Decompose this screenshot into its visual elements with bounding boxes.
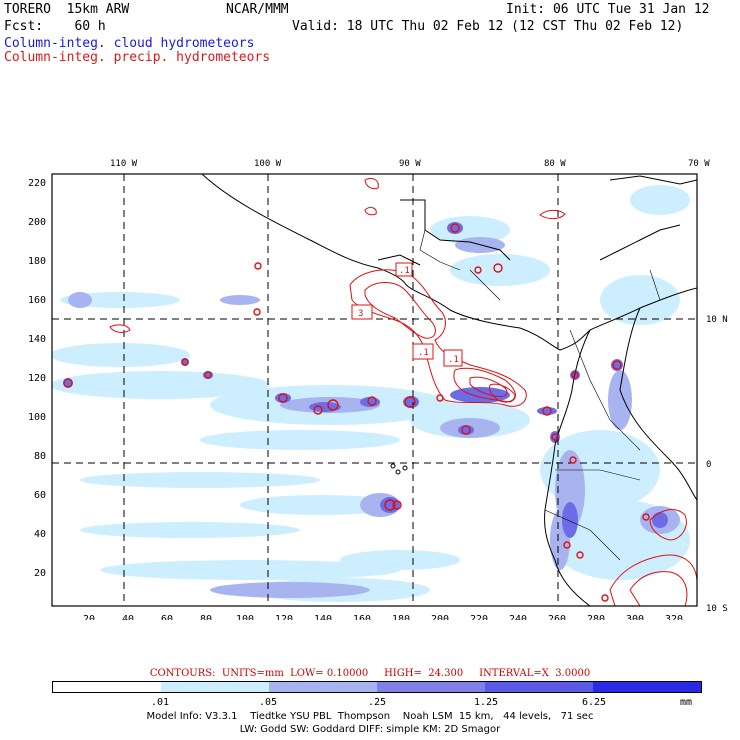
x-tick-label: 100 bbox=[236, 614, 254, 620]
map-frame bbox=[51, 173, 698, 607]
legend-swatch bbox=[377, 682, 485, 692]
legend-tick: 6.25 bbox=[582, 697, 607, 708]
lat-lon-grid bbox=[52, 174, 697, 606]
legend-tick: .25 bbox=[368, 697, 387, 708]
bottom-grid-ticks: 20 40 60 80 100 120 140 160 180 200 220 … bbox=[83, 614, 683, 620]
y-tick-label: 80 bbox=[34, 451, 46, 462]
right-lat-ticks: 10 N 0 10 S bbox=[706, 315, 728, 614]
precip-cells bbox=[63, 223, 650, 602]
cloud-light-shading bbox=[52, 185, 690, 602]
model-info-line2: LW: Godd SW: Goddard DIFF: simple KM: 2D… bbox=[239, 724, 501, 735]
color-legend bbox=[52, 681, 702, 693]
x-tick-label: 280 bbox=[587, 614, 605, 620]
lon-tick-label: 100 W bbox=[254, 159, 282, 169]
x-tick-label: 260 bbox=[548, 614, 566, 620]
y-tick-label: 220 bbox=[28, 178, 46, 189]
x-tick-label: 240 bbox=[509, 614, 527, 620]
contour-info: CONTOURS: UNITS=mm LOW= 0.10000 HIGH= 24… bbox=[149, 668, 591, 679]
valid-time: Valid: 18 UTC Thu 02 Feb 12 (12 CST Thu … bbox=[292, 19, 684, 34]
lat-tick-label: 10 S bbox=[706, 604, 728, 614]
x-tick-label: 140 bbox=[314, 614, 332, 620]
y-tick-label: 160 bbox=[28, 295, 46, 306]
organization: NCAR/MMM bbox=[226, 2, 289, 17]
contour-labels: .1 3 .1 .1 bbox=[351, 262, 463, 367]
y-tick-label: 40 bbox=[34, 529, 46, 540]
legend-swatch bbox=[269, 682, 377, 692]
x-tick-label: 60 bbox=[161, 614, 173, 620]
top-lon-ticks: 110 W 100 W 90 W 80 W 70 W bbox=[110, 159, 710, 169]
y-tick-label: 200 bbox=[28, 217, 46, 228]
x-tick-label: 200 bbox=[431, 614, 449, 620]
x-tick-label: 180 bbox=[392, 614, 410, 620]
model-title: TORERO 15km ARW bbox=[4, 2, 130, 17]
legend-swatch bbox=[161, 682, 269, 692]
legend-swatch bbox=[485, 682, 593, 692]
y-tick-label: 60 bbox=[34, 490, 46, 501]
model-info-line1: Model Info: V3.3.1 Tiedtke YSU PBL Thomp… bbox=[146, 711, 594, 722]
legend-tick: .05 bbox=[259, 697, 278, 708]
legend-tick: .01 bbox=[151, 697, 170, 708]
field-cloud-label: Column-integ. cloud hydrometeors bbox=[4, 36, 255, 51]
contour-label: .1 bbox=[448, 355, 459, 365]
legend-swatch bbox=[593, 682, 701, 692]
x-tick-label: 300 bbox=[626, 614, 644, 620]
lon-tick-label: 110 W bbox=[110, 159, 138, 169]
x-tick-label: 20 bbox=[83, 614, 95, 620]
lat-tick-label: 0 bbox=[706, 460, 711, 470]
y-tick-label: 140 bbox=[28, 334, 46, 345]
x-tick-label: 80 bbox=[200, 614, 212, 620]
x-tick-label: 120 bbox=[275, 614, 293, 620]
x-tick-label: 160 bbox=[353, 614, 371, 620]
contour-label: .1 bbox=[418, 348, 429, 358]
field-precip-label: Column-integ. precip. hydrometeors bbox=[4, 50, 271, 65]
init-time: Init: 06 UTC Tue 31 Jan 12 bbox=[506, 2, 710, 17]
lon-tick-label: 90 W bbox=[399, 159, 421, 169]
forecast-hour: Fcst: 60 h bbox=[4, 19, 106, 34]
weather-map: 110 W 100 W 90 W 80 W 70 W 220 200 180 1… bbox=[28, 159, 728, 620]
lon-tick-label: 70 W bbox=[688, 159, 710, 169]
lat-tick-label: 10 N bbox=[706, 315, 728, 325]
coastline bbox=[201, 174, 697, 606]
x-tick-label: 220 bbox=[470, 614, 488, 620]
y-tick-label: 180 bbox=[28, 256, 46, 267]
y-tick-label: 20 bbox=[34, 568, 46, 579]
contour-label: .1 bbox=[399, 266, 410, 276]
y-tick-label: 100 bbox=[28, 412, 46, 423]
x-tick-label: 40 bbox=[122, 614, 134, 620]
left-grid-ticks: 220 200 180 160 140 120 100 80 60 40 20 bbox=[28, 178, 46, 579]
legend-unit: mm bbox=[680, 697, 693, 708]
legend-tick: 1.25 bbox=[474, 697, 499, 708]
lon-tick-label: 80 W bbox=[544, 159, 566, 169]
country-borders bbox=[419, 229, 661, 561]
legend-swatch bbox=[53, 682, 161, 692]
contour-label: 3 bbox=[358, 309, 363, 319]
y-tick-label: 120 bbox=[28, 373, 46, 384]
x-tick-label: 320 bbox=[665, 614, 683, 620]
